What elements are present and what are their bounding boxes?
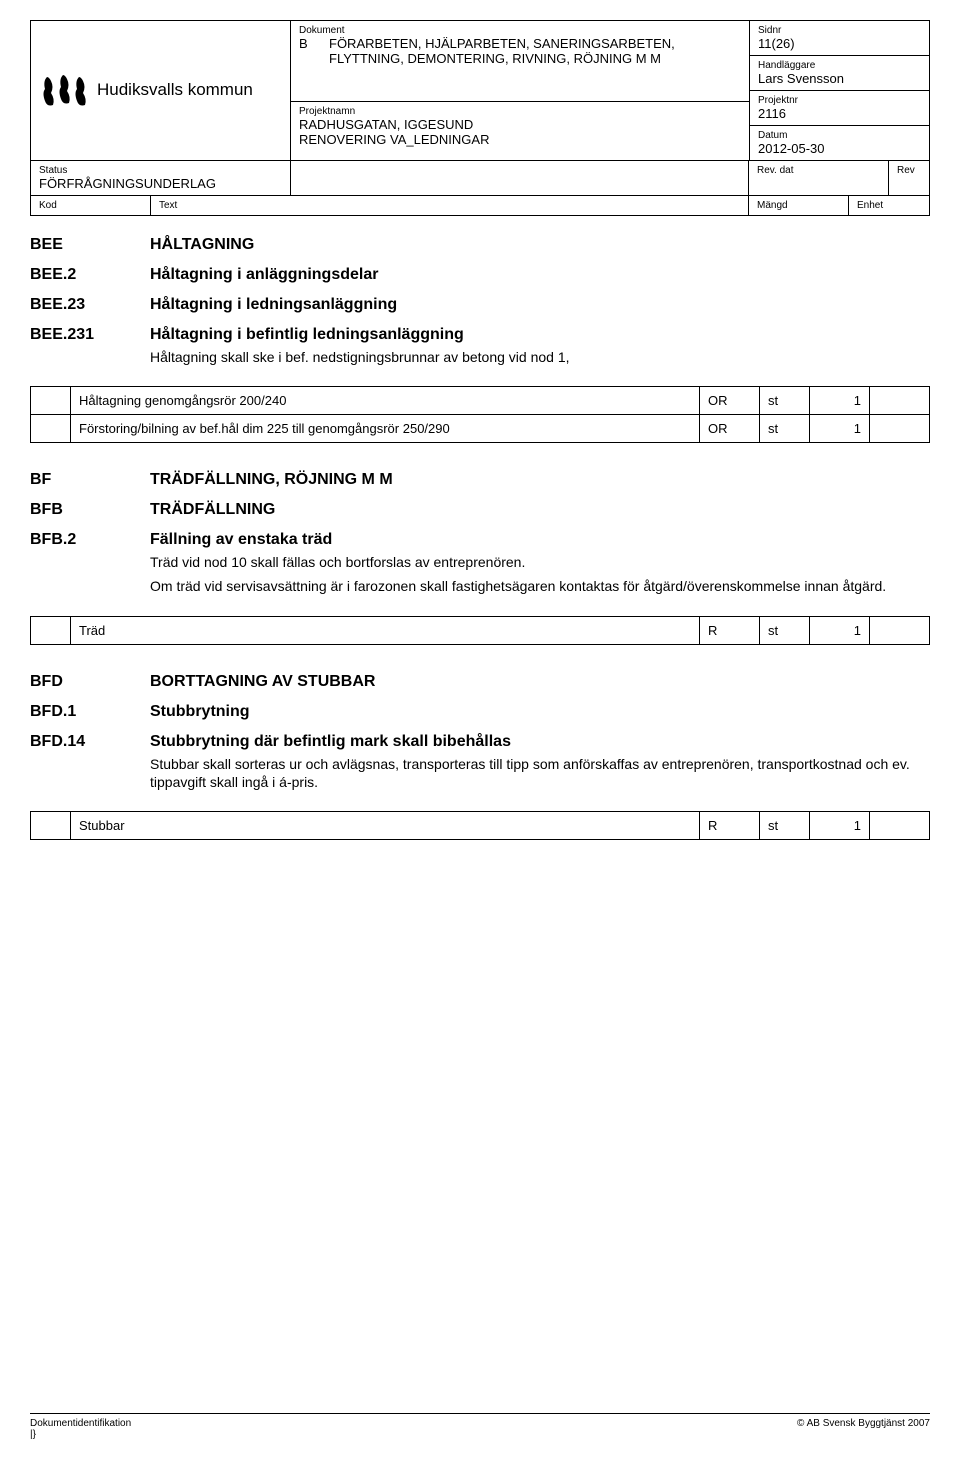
- table-cell: R: [700, 616, 760, 644]
- table-3: StubbarRst1: [30, 811, 930, 840]
- section-body: Håltagning skall ske i bef. nedstignings…: [150, 348, 930, 366]
- doc-prefix: B: [299, 36, 319, 66]
- column-headers: Kod Text Mängd Enhet: [30, 196, 930, 216]
- mangd-label: Mängd: [749, 196, 849, 215]
- section-title: Stubbrytning där befintlig mark skall bi…: [150, 733, 930, 751]
- handlaggare-label: Handläggare: [758, 60, 921, 71]
- section-code: BEE.23: [30, 296, 150, 314]
- rev-label: Rev: [897, 165, 921, 176]
- header-right: Sidnr 11(26) Handläggare Lars Svensson P…: [749, 21, 929, 160]
- dokument-label: Dokument: [299, 25, 741, 36]
- table-cell: 1: [810, 387, 870, 415]
- status-value: FÖRFRÅGNINGSUNDERLAG: [39, 176, 282, 191]
- table-cell: 1: [810, 616, 870, 644]
- doc-header: Hudiksvalls kommun Dokument B FÖRARBETEN…: [30, 20, 930, 161]
- table-row: TrädRst1: [31, 616, 930, 644]
- table-cell: [31, 811, 71, 839]
- sidnr: 11(26): [758, 36, 921, 51]
- table-cell: st: [760, 415, 810, 443]
- projektnr-label: Projektnr: [758, 95, 921, 106]
- footer-ident-label: Dokumentidentifikation: [30, 1418, 131, 1429]
- table-cell: [870, 415, 930, 443]
- table-cell: [31, 616, 71, 644]
- table-row: StubbarRst1: [31, 811, 930, 839]
- content: BEEHÅLTAGNINGBEE.2Håltagning i anläggnin…: [30, 216, 930, 888]
- section-body: Träd vid nod 10 skall fällas och bortfor…: [150, 553, 930, 595]
- section-row: BFTRÄDFÄLLNING, RÖJNING M M: [30, 471, 930, 489]
- section-code: BFB.2: [30, 531, 150, 601]
- section-row: BFDBORTTAGNING AV STUBBAR: [30, 673, 930, 691]
- section-title: BORTTAGNING AV STUBBAR: [150, 673, 930, 691]
- table-cell: Stubbar: [71, 811, 700, 839]
- table-cell: [31, 387, 71, 415]
- section-code: BEE.2: [30, 266, 150, 284]
- datum: 2012-05-30: [758, 141, 921, 156]
- section-row: BEE.2Håltagning i anläggningsdelar: [30, 266, 930, 284]
- projektnamn-1: RADHUSGATAN, IGGESUND: [299, 117, 741, 132]
- enhet-label: Enhet: [849, 196, 929, 215]
- table-cell: OR: [700, 387, 760, 415]
- table-1: Håltagning genomgångsrör 200/240ORst1För…: [30, 386, 930, 443]
- logo-cell: Hudiksvalls kommun: [31, 21, 291, 160]
- sidnr-label: Sidnr: [758, 25, 921, 36]
- table-cell: [870, 387, 930, 415]
- section-code: BFB: [30, 501, 150, 519]
- projektnr: 2116: [758, 106, 921, 121]
- table-cell: st: [760, 811, 810, 839]
- section-title: Fällning av enstaka träd: [150, 531, 930, 549]
- section-code: BF: [30, 471, 150, 489]
- table-cell: OR: [700, 415, 760, 443]
- section-title: HÅLTAGNING: [150, 236, 930, 254]
- projektnamn-2: RENOVERING VA_LEDNINGAR: [299, 132, 741, 147]
- table-cell: 1: [810, 415, 870, 443]
- footer: Dokumentidentifikation |} © AB Svensk By…: [30, 1413, 930, 1440]
- table-cell: Förstoring/bilning av bef.hål dim 225 ti…: [71, 415, 700, 443]
- revdat-label: Rev. dat: [757, 165, 880, 176]
- header-center: Dokument B FÖRARBETEN, HJÄLPARBETEN, SAN…: [291, 21, 749, 160]
- logo-icon: [39, 71, 91, 111]
- section-row: BEE.231Håltagning i befintlig ledningsan…: [30, 326, 930, 372]
- section-row: BFB.2Fällning av enstaka träd Träd vid no…: [30, 531, 930, 601]
- kod-label: Kod: [31, 196, 151, 215]
- handlaggare: Lars Svensson: [758, 71, 921, 86]
- status-label: Status: [39, 165, 282, 176]
- table-cell: st: [760, 616, 810, 644]
- section-row: BEEHÅLTAGNING: [30, 236, 930, 254]
- section-title: TRÄDFÄLLNING, RÖJNING M M: [150, 471, 930, 489]
- section-row: BFD.1Stubbrytning: [30, 703, 930, 721]
- table-cell: [870, 811, 930, 839]
- section-code: BEE: [30, 236, 150, 254]
- table-cell: 1: [810, 811, 870, 839]
- text-label: Text: [151, 196, 749, 215]
- table-cell: R: [700, 811, 760, 839]
- projektnamn-label: Projektnamn: [299, 106, 741, 117]
- logo-text: Hudiksvalls kommun: [97, 81, 253, 100]
- section-title: Håltagning i ledningsanläggning: [150, 296, 930, 314]
- datum-label: Datum: [758, 130, 921, 141]
- section-title: Håltagning i befintlig ledningsanläggnin…: [150, 326, 930, 344]
- section-title: Stubbrytning: [150, 703, 930, 721]
- section-row: BFBTRÄDFÄLLNING: [30, 501, 930, 519]
- footer-copyright: © AB Svensk Byggtjänst 2007: [797, 1418, 930, 1440]
- table-cell: Håltagning genomgångsrör 200/240: [71, 387, 700, 415]
- section-title: TRÄDFÄLLNING: [150, 501, 930, 519]
- section-row: BFD.14Stubbrytning där befintlig mark sk…: [30, 733, 930, 797]
- section-code: BEE.231: [30, 326, 150, 372]
- table-2: TrädRst1: [30, 616, 930, 645]
- section-title: Håltagning i anläggningsdelar: [150, 266, 930, 284]
- section-code: BFD.1: [30, 703, 150, 721]
- section-code: BFD: [30, 673, 150, 691]
- footer-ident: |}: [30, 1429, 131, 1440]
- table-cell: Träd: [71, 616, 700, 644]
- section-body: Stubbar skall sorteras ur och avlägsnas,…: [150, 755, 930, 791]
- section-code: BFD.14: [30, 733, 150, 797]
- table-row: Förstoring/bilning av bef.hål dim 225 ti…: [31, 415, 930, 443]
- table-cell: [31, 415, 71, 443]
- doc-title: FÖRARBETEN, HJÄLPARBETEN, SANERINGSARBET…: [329, 36, 741, 66]
- table-row: Håltagning genomgångsrör 200/240ORst1: [31, 387, 930, 415]
- table-cell: [870, 616, 930, 644]
- section-row: BEE.23Håltagning i ledningsanläggning: [30, 296, 930, 314]
- table-cell: st: [760, 387, 810, 415]
- status-row: Status FÖRFRÅGNINGSUNDERLAG Rev. dat Rev: [30, 161, 930, 196]
